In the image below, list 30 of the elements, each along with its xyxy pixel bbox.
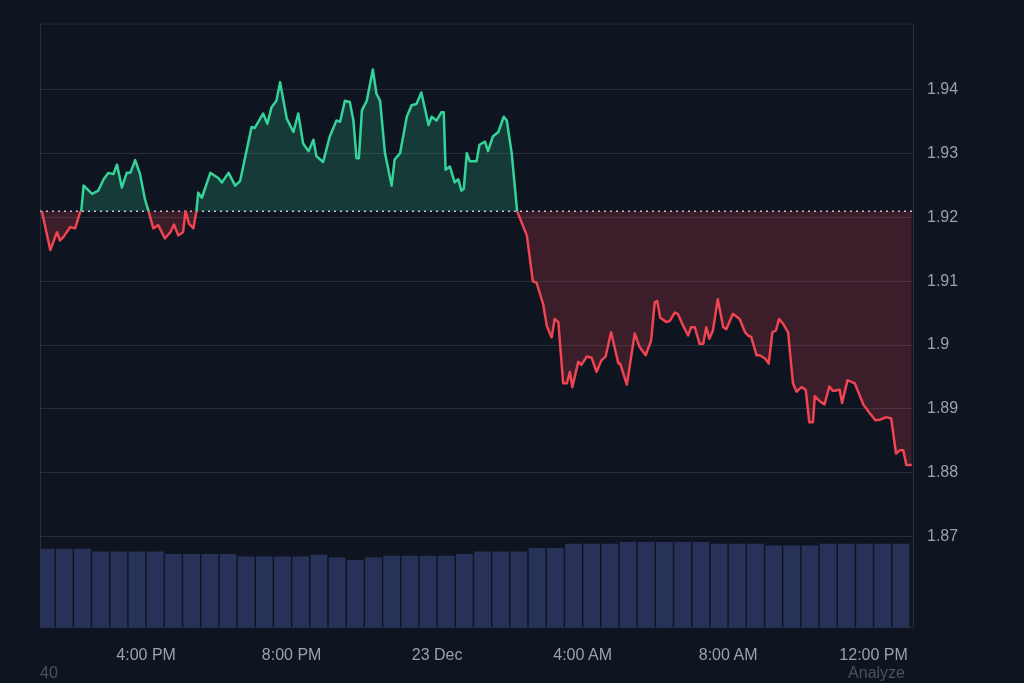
y-tick-label: 1.93 [927,144,959,162]
bar [510,551,528,628]
bar [419,555,437,628]
bar [819,543,837,628]
bar [601,543,619,628]
bar [219,554,237,628]
bar [528,548,546,628]
text: 40 [40,664,58,682]
x-tick-label: 12:00 PM [839,645,908,663]
y-tick-label: 1.94 [927,80,959,98]
y-tick-label: 1.87 [927,526,959,544]
y-tick-label: 1.92 [927,207,959,225]
bar [710,543,728,628]
y-tick-label: 1.88 [927,463,959,481]
bar [801,545,819,628]
bar [619,542,637,628]
bar [328,557,346,628]
x-tick-label: 4:00 PM [116,645,176,663]
text: Analyze [848,664,905,682]
bar [310,554,328,628]
y-tick-label: 1.9 [927,335,950,353]
y-tick-label: 1.91 [927,271,959,289]
bar [128,551,146,628]
x-tick-label: 23 Dec [411,645,463,663]
x-tick-label: 8:00 AM [698,645,758,663]
bar [237,556,255,628]
y-tick-label: 1.89 [927,399,959,417]
x-tick-label: 8:00 PM [261,645,322,663]
x-tick-label: 4:00 AM [553,645,612,663]
bar [892,543,910,628]
